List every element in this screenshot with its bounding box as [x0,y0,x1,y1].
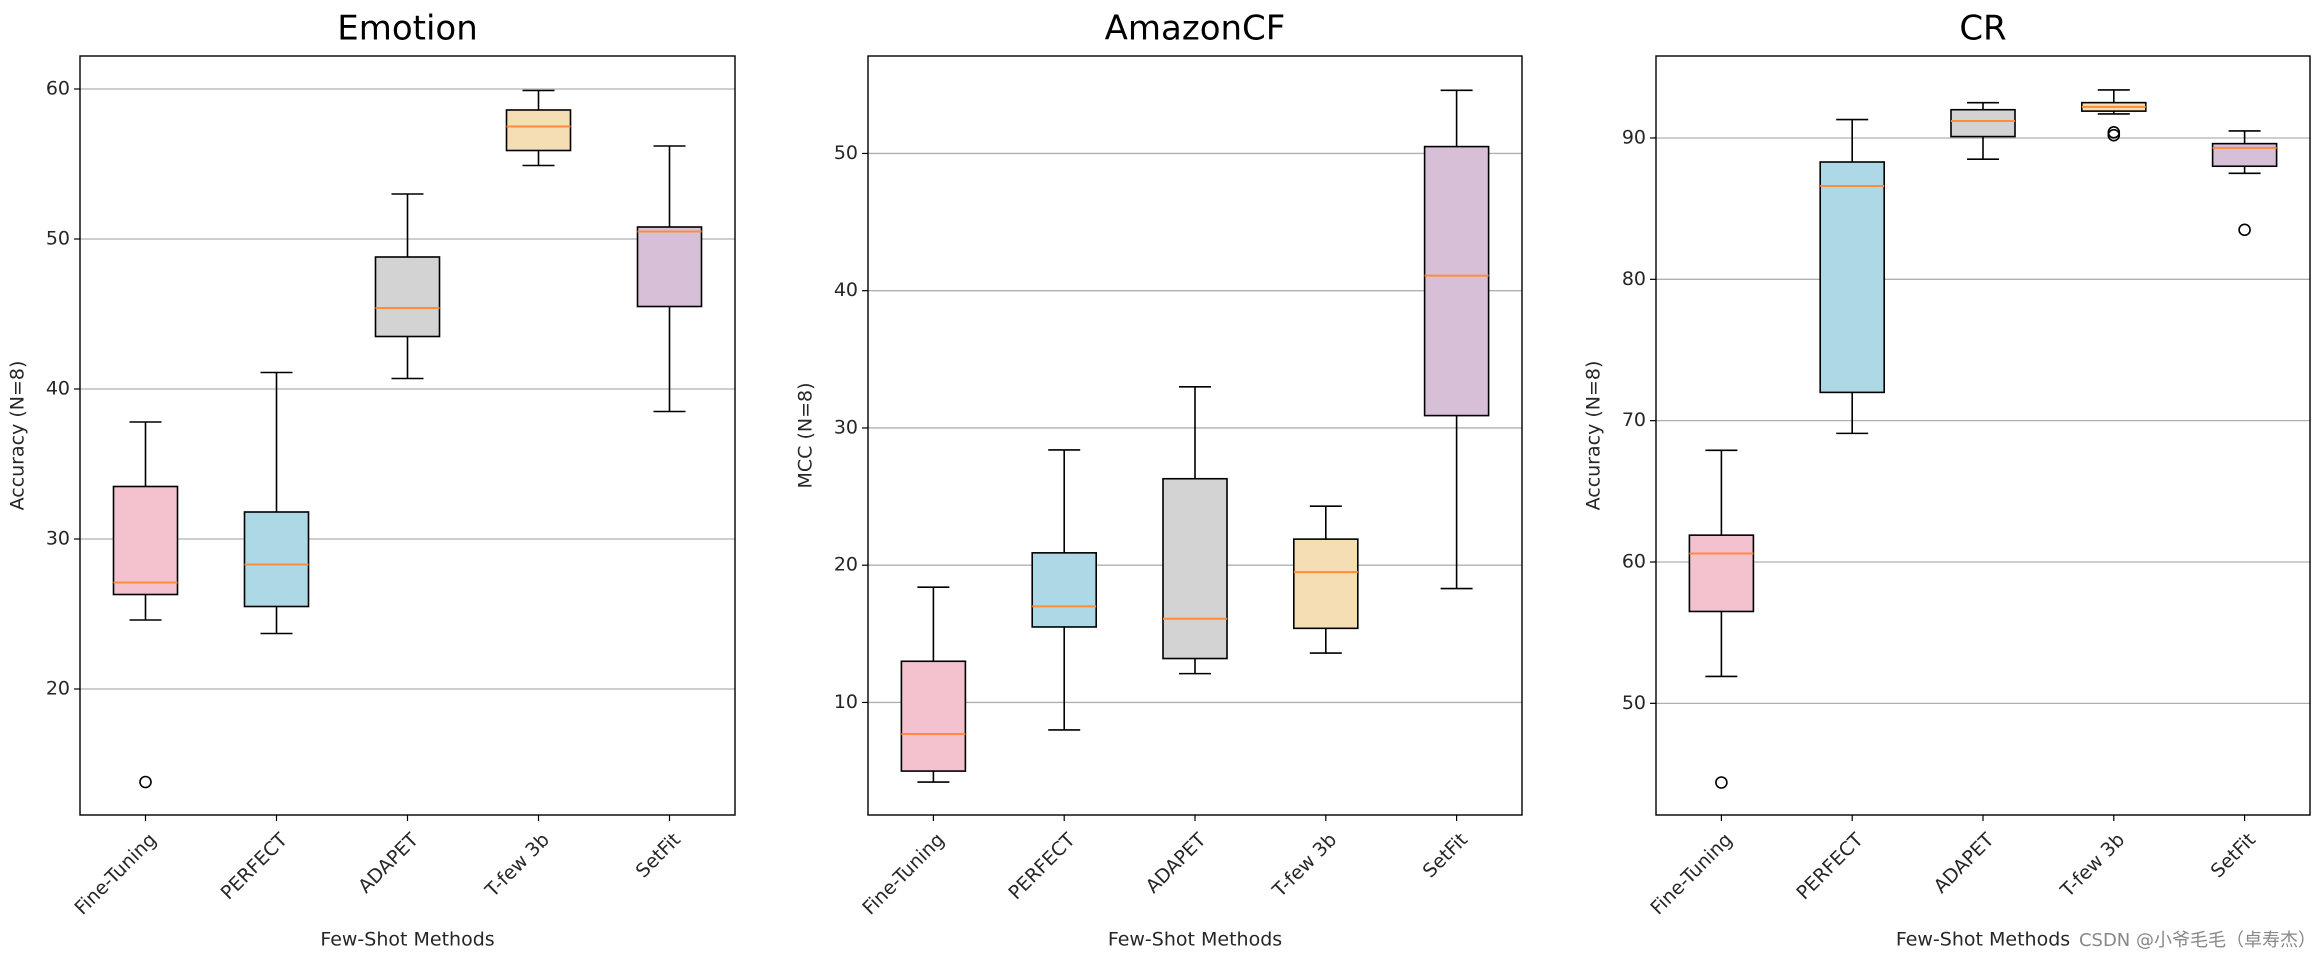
y-tick-label: 70 [1622,409,1646,431]
x-tick-label: SetFit [632,829,685,882]
y-tick-label: 50 [1622,692,1646,714]
box [112,485,179,596]
x-tick-label: T-few 3b [1268,829,1341,902]
x-axis-label: Few-Shot Methods [1896,929,2070,951]
x-tick-label: T-few 3b [2056,829,2129,902]
y-axis-label: Accuracy (N=8) [7,361,29,511]
outlier [2238,223,2251,237]
y-tick-label: 90 [1622,126,1646,148]
chart-title: CR [1959,9,2006,49]
y-tick-label: 30 [46,528,70,550]
y-tick-label: 20 [46,678,70,700]
x-tick-label: Fine-Tuning [858,829,948,919]
y-tick-label: 80 [1622,268,1646,290]
box [505,109,572,152]
y-tick-label: 40 [46,378,70,400]
x-tick-label: Fine-Tuning [1646,829,1736,919]
y-tick-label: 60 [1622,551,1646,573]
x-tick-label: PERFECT [1792,829,1868,905]
x-tick-label: SetFit [2207,829,2260,882]
y-axis-label: MCC (N=8) [795,382,817,488]
x-axis-label: Few-Shot Methods [320,929,494,951]
x-tick-label: PERFECT [217,829,293,905]
x-tick-label: T-few 3b [481,829,554,902]
y-axis-label: Accuracy (N=8) [1583,361,1605,511]
y-tick-label: 50 [46,228,70,250]
box [1423,145,1490,417]
outlier [139,775,152,789]
box [2211,142,2278,168]
box [1162,477,1228,660]
plot-frame [1655,55,2311,816]
box [1688,534,1755,613]
watermark: CSDN @小爷毛毛（卓寿杰） [2079,930,2316,951]
y-tick-label: 20 [834,554,858,576]
chart-title: Emotion [337,9,478,49]
outlier [2107,128,2121,142]
y-tick-label: 30 [834,416,858,438]
x-tick-label: Fine-Tuning [71,829,161,919]
box [1819,161,1885,394]
box [374,256,441,338]
box [1031,552,1097,628]
y-tick-label: 10 [834,691,858,713]
chart-title: AmazonCF [1105,9,1286,49]
box [636,226,703,308]
y-tick-label: 50 [834,142,858,164]
y-tick-label: 60 [46,78,70,100]
box [243,511,310,608]
x-tick-label: PERFECT [1004,829,1080,905]
outlier [1715,776,1728,789]
box [1950,108,2016,138]
box [1293,538,1359,630]
x-tick-label: ADAPET [1142,829,1211,898]
box [900,660,967,772]
plot-frame [79,55,736,816]
x-tick-label: ADAPET [354,829,423,898]
x-tick-label: ADAPET [1930,829,1999,898]
plot-frame [867,55,1523,816]
y-tick-label: 40 [834,279,858,301]
x-tick-label: SetFit [1419,829,1472,882]
x-axis-label: Few-Shot Methods [1108,929,1282,951]
